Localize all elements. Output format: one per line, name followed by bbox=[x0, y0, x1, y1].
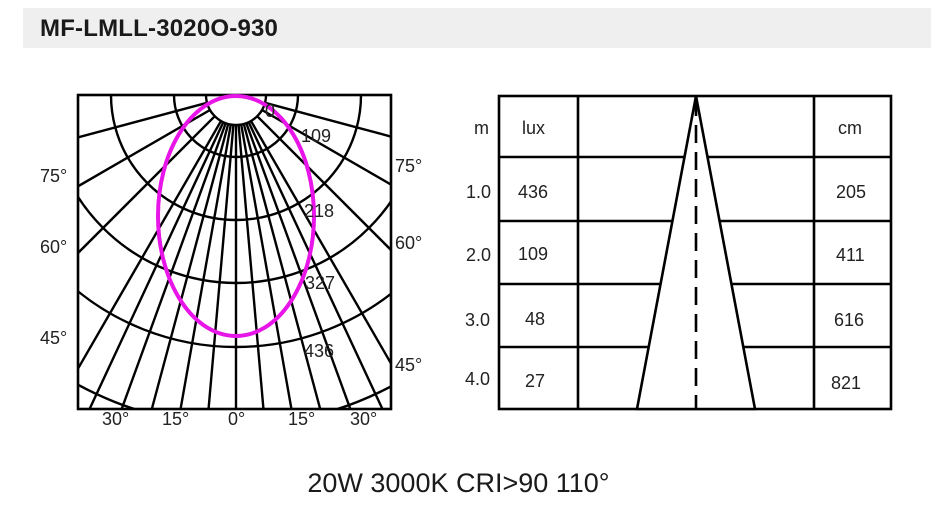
radial-label-218: 218 bbox=[304, 201, 334, 221]
radial-label-436: 436 bbox=[304, 341, 334, 361]
angle-label-right-45: 45° bbox=[395, 355, 422, 375]
col-header-m: m bbox=[474, 118, 489, 138]
row-cm: 821 bbox=[831, 373, 861, 393]
radial-label-109: 109 bbox=[301, 126, 331, 146]
product-title: MF-LMLL-3020O-930 bbox=[40, 15, 279, 42]
row-lux: 27 bbox=[525, 371, 545, 391]
row-m: 3.0 bbox=[465, 310, 490, 330]
angle-label-bottom-15-left: 15° bbox=[162, 409, 189, 429]
angle-label-left-45: 45° bbox=[40, 328, 67, 348]
row-cm: 616 bbox=[834, 310, 864, 330]
radial-label-327: 327 bbox=[305, 273, 335, 293]
row-lux: 436 bbox=[518, 182, 548, 202]
illuminance-table: m lux cm 1.0 436 205 2.0 109 411 3.0 48 … bbox=[465, 94, 893, 411]
radial-label-0: 0 bbox=[265, 101, 275, 121]
row-m: 1.0 bbox=[466, 182, 491, 202]
angle-label-right-75: 75° bbox=[395, 156, 422, 176]
polar-diagram: 0 109 218 327 436 75° 60° 45° 75° 60° 45… bbox=[40, 93, 422, 429]
row-cm: 205 bbox=[836, 182, 866, 202]
row-lux: 109 bbox=[518, 244, 548, 264]
spec-caption: 20W 3000K CRI>90 110° bbox=[307, 468, 610, 498]
col-header-cm: cm bbox=[838, 118, 862, 138]
angle-label-left-60: 60° bbox=[40, 237, 67, 257]
angle-label-right-60: 60° bbox=[395, 233, 422, 253]
row-lux: 48 bbox=[525, 309, 545, 329]
angle-label-left-75: 75° bbox=[40, 166, 67, 186]
col-header-lux: lux bbox=[522, 118, 545, 138]
angle-label-bottom-0: 0° bbox=[228, 409, 245, 429]
angle-label-bottom-30-left: 30° bbox=[102, 409, 129, 429]
intensity-curve bbox=[156, 94, 316, 338]
angle-label-bottom-15-right: 15° bbox=[288, 409, 315, 429]
title-bar: MF-LMLL-3020O-930 bbox=[23, 8, 931, 48]
angle-label-bottom-30-right: 30° bbox=[350, 409, 377, 429]
row-cm: 411 bbox=[836, 245, 865, 265]
row-m: 4.0 bbox=[465, 369, 490, 389]
row-m: 2.0 bbox=[466, 245, 491, 265]
